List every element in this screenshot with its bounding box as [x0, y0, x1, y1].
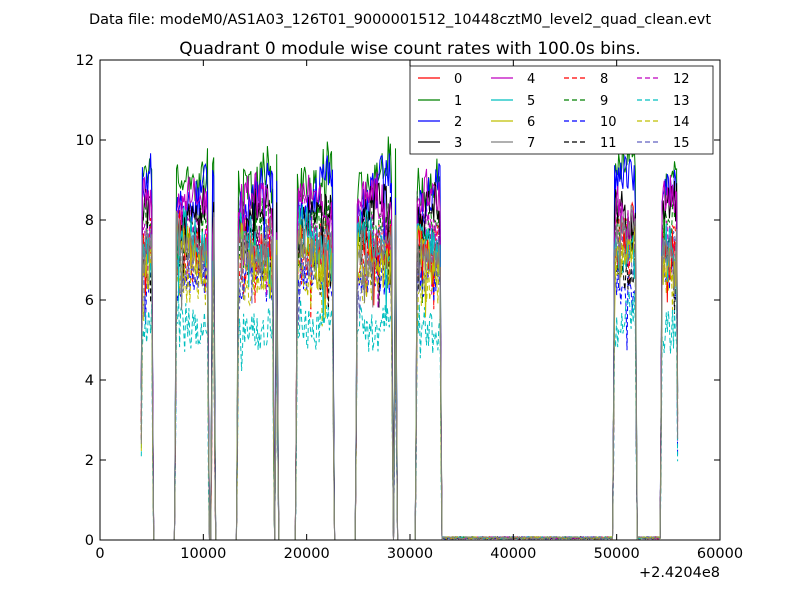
legend-label-6: 6 — [527, 115, 535, 130]
series-layer — [140, 123, 679, 540]
x-tick-label: 20000 — [284, 546, 330, 562]
series-line-7 — [140, 204, 679, 540]
legend-box — [409, 65, 714, 155]
x-tick-label: 30000 — [387, 546, 433, 562]
x-tick-label: 60000 — [697, 546, 743, 562]
y-tick-label: 8 — [85, 213, 94, 229]
legend-label-4: 4 — [527, 72, 535, 87]
legend-label-8: 8 — [600, 72, 608, 87]
y-tick-label: 4 — [85, 373, 94, 389]
legend-label-12: 12 — [673, 72, 690, 87]
legend-label-2: 2 — [454, 115, 462, 130]
legend-label-14: 14 — [673, 115, 690, 130]
legend-label-9: 9 — [600, 94, 608, 109]
y-tick-label: 6 — [85, 293, 94, 309]
x-tick-label: 0 — [95, 546, 104, 562]
legend-label-13: 13 — [673, 94, 690, 109]
legend-label-11: 11 — [600, 136, 617, 151]
x-axis: 0 10000 20000 30000 40000 50000 60000 — [95, 60, 743, 562]
legend-label-7: 7 — [527, 136, 535, 151]
legend-label-10: 10 — [600, 115, 617, 130]
legend-label-0: 0 — [454, 72, 462, 87]
y-tick-label: 0 — [85, 533, 94, 549]
x-tick-label: 40000 — [490, 546, 536, 562]
legend-label-5: 5 — [527, 94, 535, 109]
x-tick-label: 50000 — [594, 546, 640, 562]
chart-title: Quadrant 0 module wise count rates with … — [179, 39, 640, 59]
legend-label-3: 3 — [454, 136, 462, 151]
x-offset-label: +2.4204e8 — [639, 565, 720, 581]
y-tick-label: 2 — [85, 453, 94, 469]
legend-label-15: 15 — [673, 136, 690, 151]
x-tick-label: 10000 — [180, 546, 226, 562]
y-tick-label: 12 — [76, 53, 94, 69]
legend-label-1: 1 — [454, 94, 462, 109]
chart-suptitle: Data file: modeM0/AS1A03_126T01_90000015… — [89, 12, 711, 28]
y-tick-label: 10 — [76, 133, 94, 149]
